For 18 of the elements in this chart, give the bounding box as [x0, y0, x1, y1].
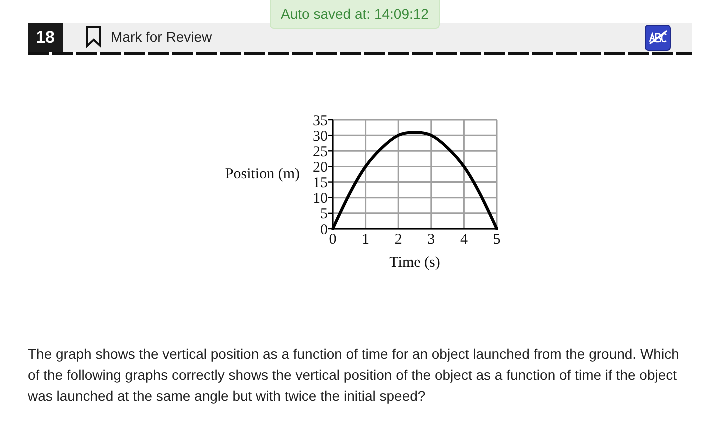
y-tick-label: 10: [313, 191, 328, 208]
y-tick-label: 20: [313, 160, 328, 176]
y-tick-label: 30: [313, 128, 328, 145]
x-tick-label: 5: [493, 232, 501, 248]
y-tick-label: 5: [320, 206, 328, 223]
x-tick-label: 2: [394, 232, 402, 248]
y-tick-label: 15: [313, 176, 328, 192]
y-tick-label: 25: [313, 144, 328, 160]
text: Mark for Review: [111, 28, 212, 46]
text: 18: [28, 23, 63, 52]
text: Auto saved at: 14:09:12: [270, 0, 440, 29]
text: The graph shows the vertical position as a function of time for an object launched from the ground. Which of the following graphs correctly shows the vertical position of the object as a function of time if the object was launched at the same angle but with twice the initial speed?: [28, 345, 680, 406]
y-tick-label: 35: [313, 113, 328, 130]
x-axis-title: Time (s): [390, 255, 440, 271]
x-tick-label: 3: [428, 232, 436, 248]
x-tick-label: 1: [362, 232, 370, 248]
x-tick-label: 4: [460, 232, 468, 248]
y-axis-title: Position (m): [225, 166, 300, 182]
